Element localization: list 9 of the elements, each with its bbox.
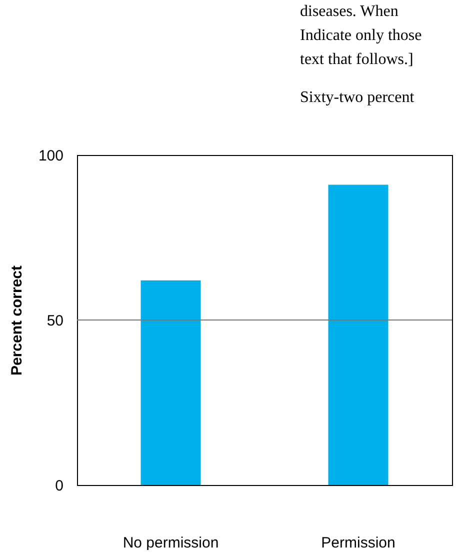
text: Sixty-two percent xyxy=(300,88,416,108)
y-axis-title: Percent correct xyxy=(8,265,26,376)
text: text that follows.] xyxy=(300,50,414,70)
y-tick-label: 50 xyxy=(46,312,64,330)
y-tick-label: 100 xyxy=(38,148,64,164)
text: Indicate only those xyxy=(300,26,422,46)
x-tick-label: Permission xyxy=(321,534,396,552)
text: diseases. When xyxy=(300,2,400,22)
y-tick-label: 0 xyxy=(55,478,64,494)
